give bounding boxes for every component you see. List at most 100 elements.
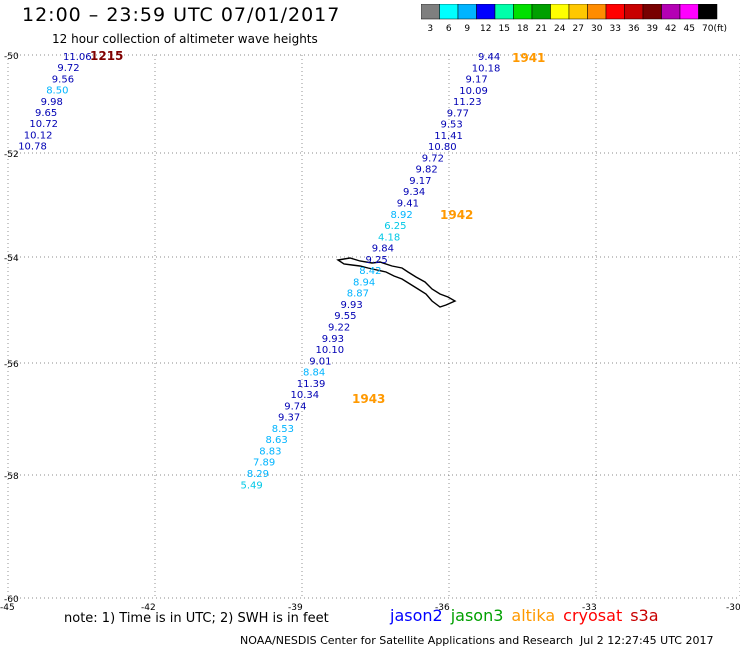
track-east-wave-height: 8.94 [353,277,375,288]
scale-label: 21 [536,24,547,34]
track-east-wave-height: 11.39 [297,379,326,390]
scale-unit: (ft) [713,24,727,34]
track-west-wave-height: 9.72 [57,63,79,74]
pass-time-label: 1942 [440,208,473,222]
latitude-tick-label: -54 [4,254,19,264]
track-west-wave-height: 10.12 [24,130,53,141]
track-east-wave-height: 10.18 [472,63,501,74]
scale-label: 39 [647,24,659,34]
axis-labels: -50 -52 -54 -56 -58 -60-45 -42 -39 -36 -33 -30 [0,52,740,613]
scale-label: 42 [665,24,676,34]
track-east-wave-height: 8.84 [303,368,325,379]
track-east-wave-height: 10.80 [428,142,457,153]
pass-time-labels: 1215 1941 1942 1943 [90,49,545,406]
track-east-wave-height: 8.63 [266,435,288,446]
track-west-wave-height: 10.72 [29,119,58,130]
scale-label: 33 [610,24,621,34]
scale-swatch-70 [698,4,718,20]
track-east-wave-height: 11.41 [434,131,463,142]
scale-label: 36 [628,24,640,34]
longitude-tick-label: -39 [288,603,303,613]
legend-jason3: jason3 [450,606,504,625]
track-east-wave-height: 9.72 [422,153,444,164]
latitude-tick-label: -50 [4,52,19,62]
latitude-tick-label: -60 [4,595,19,605]
scale-label: 45 [684,24,695,34]
latitude-tick-label: -56 [4,360,19,370]
track-east-wave-height: 8.87 [347,289,369,300]
longitude-tick-label: -45 [0,603,15,613]
track-west-wave-height: 11.06 [63,52,92,63]
track-east-wave-height: 9.84 [372,244,394,255]
map-subtitle: 12 hour collection of altimeter wave hei… [52,32,318,46]
track-east-wave-height: 10.09 [459,86,488,97]
legend-s3a: s3a [630,606,659,625]
track-east-wave-height: 10.34 [291,390,320,401]
track-east-wave-height: 9.77 [447,108,469,119]
longitude-tick-label: -30 [726,603,740,613]
scale-label: 6 [446,24,452,34]
track-east-wave-height: 9.25 [366,255,388,266]
track-east-wave-height: 9.74 [284,401,306,412]
track-west-wave-height: 8.50 [46,86,68,97]
track-east-wave-height: 9.53 [441,120,463,131]
scale-label: 12 [480,24,491,34]
track-west-wave-height: 10.78 [18,142,47,153]
track-east-wave-height: 8.42 [359,266,381,277]
track-east-wave-height: 9.41 [397,199,419,210]
scale-label: 30 [591,24,603,34]
latitude-tick-label: -52 [4,150,19,160]
track-east-wave-height: 8.92 [391,210,413,221]
south-georgia-island-coastline [336,257,457,308]
track-east-wave-height: 9.93 [341,300,363,311]
track-east-wave-height: 9.82 [416,165,438,176]
track-east-wave-height: 8.53 [272,424,294,435]
longitude-tick-label: -33 [582,603,597,613]
latitude-tick-label: -58 [4,472,19,482]
longitude-tick-label: -36 [435,603,450,613]
pass-time-label: 1941 [512,51,545,65]
track-east-wave-height: 9.17 [466,75,488,86]
track-east-wave-height: 9.01 [309,356,331,367]
track-east-wave-height: 5.49 [241,480,263,491]
scale-label: 27 [573,24,584,34]
legend-cryosat: cryosat [563,606,623,625]
longitude-tick-label: -42 [141,603,156,613]
scale-label: 3 [427,24,433,34]
scale-label: 18 [517,24,529,34]
scale-label: 9 [464,24,470,34]
track-west-wave-height: 9.65 [35,108,57,119]
track-west-wave-height: 9.98 [41,97,63,108]
track-east-wave-height: 9.37 [278,413,300,424]
track-east-wave-height: 9.55 [334,311,356,322]
track-east-wave-height: 9.44 [478,52,500,63]
pass-time-label: 1215 [90,49,123,63]
track-east-wave-height: 10.10 [316,345,345,356]
track-east-wave-height: 9.17 [409,176,431,187]
color-scale: 3 6 9 12 15 18 21 24 27 30 33 36 39 42 45 70 (ft) [421,4,727,34]
track-east-wave-height: 9.34 [403,187,425,198]
altimeter-tracks: 11.069.729.568.509.989.6510.7210.1210.78… [18,52,500,491]
track-east-wave-height: 4.18 [378,232,400,243]
track-east-wave-height: 9.22 [328,322,350,333]
satellite-legend: jason2 jason3 altika cryosat s3a [390,606,667,625]
track-east-wave-height: 8.83 [259,446,281,457]
map-title: 12:00 – 23:59 UTC 07/01/2017 [22,4,341,26]
generated-timestamp: Jul 2 12:27:45 UTC 2017 [580,634,714,647]
track-east-wave-height: 11.23 [453,97,482,108]
scale-label: 15 [499,24,510,34]
track-east-wave-height: 6.25 [384,221,406,232]
pass-time-label: 1943 [352,392,385,406]
scale-label: 70 [702,24,714,34]
track-east-wave-height: 9.93 [322,334,344,345]
track-east-wave-height: 8.29 [247,469,269,480]
lat-lon-grid [7,54,740,599]
scale-label: 24 [554,24,566,34]
credit-text: NOAA/NESDIS Center for Satellite Applica… [240,634,574,647]
track-west-wave-height: 9.56 [52,74,74,85]
footer-note: note: 1) Time is in UTC; 2) SWH is in fe… [64,611,329,626]
legend-jason2: jason2 [390,606,443,625]
legend-altika: altika [511,606,556,625]
track-east-wave-height: 7.89 [253,458,275,469]
